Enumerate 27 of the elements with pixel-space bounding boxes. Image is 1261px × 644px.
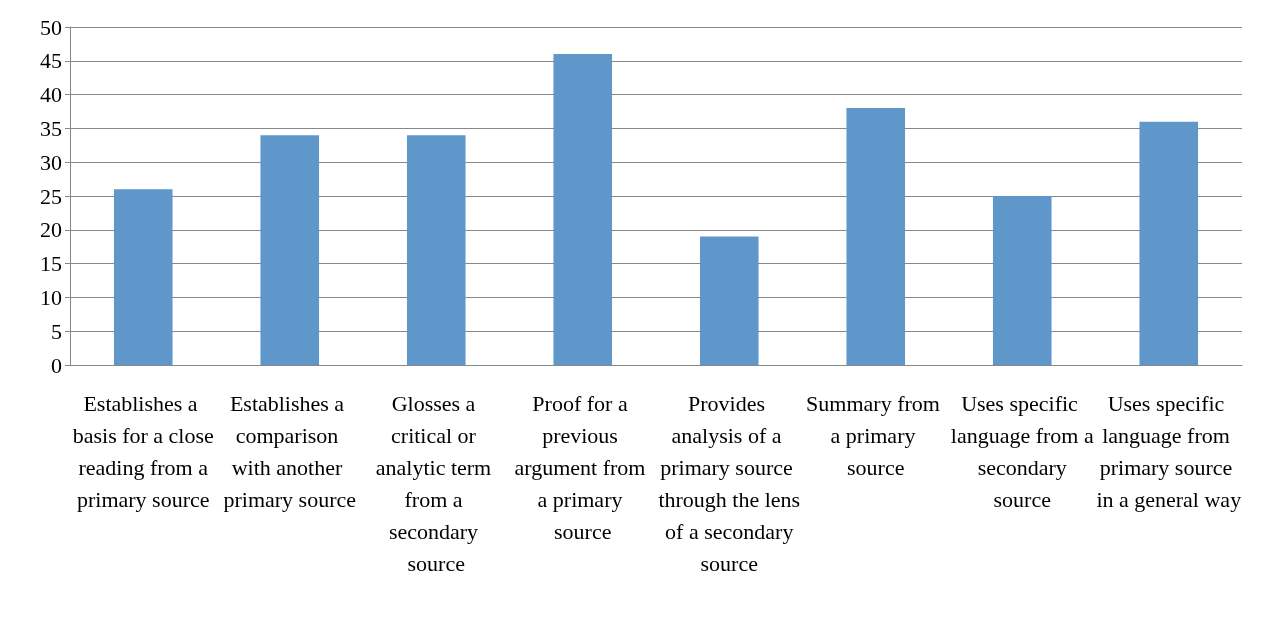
y-tick-label: 5 <box>51 318 62 344</box>
x-tick-label: Summary from a primary source <box>806 390 946 480</box>
bar <box>113 189 173 365</box>
y-tick-label: 10 <box>40 284 62 310</box>
x-tick-label: Proof for a previous argument from a primary source <box>514 390 651 544</box>
bar <box>260 135 320 365</box>
bar <box>699 236 759 365</box>
y-tick-label: 25 <box>40 183 62 209</box>
y-tick-label: 35 <box>40 115 62 141</box>
x-tick-label: Provides analysis of a primary source through the lens of a secondary source <box>658 390 801 576</box>
y-tick-label: 40 <box>40 82 62 108</box>
y-tick-label: 20 <box>40 217 62 243</box>
x-tick-label: Establishes a basis for a close reading from a primary source <box>72 390 214 512</box>
x-tick-label: Uses specific language from a secondary source <box>950 390 1094 512</box>
y-tick-label: 50 <box>40 14 62 40</box>
bar <box>1139 121 1199 365</box>
bar <box>406 135 466 365</box>
y-tick-label: 45 <box>40 48 62 74</box>
bar <box>553 54 613 365</box>
bar <box>846 108 906 365</box>
x-tick-label: Establishes a comparison with another primary source <box>223 390 357 512</box>
y-tick-label: 0 <box>51 352 62 378</box>
x-tick-label: Uses specific language from primary source in a general way <box>1096 390 1242 512</box>
bar <box>992 196 1052 365</box>
y-tick-label: 15 <box>40 251 62 277</box>
x-tick-label: Glosses a critical or analytic term from a secondary source <box>375 390 497 576</box>
y-tick-label: 30 <box>40 149 62 175</box>
